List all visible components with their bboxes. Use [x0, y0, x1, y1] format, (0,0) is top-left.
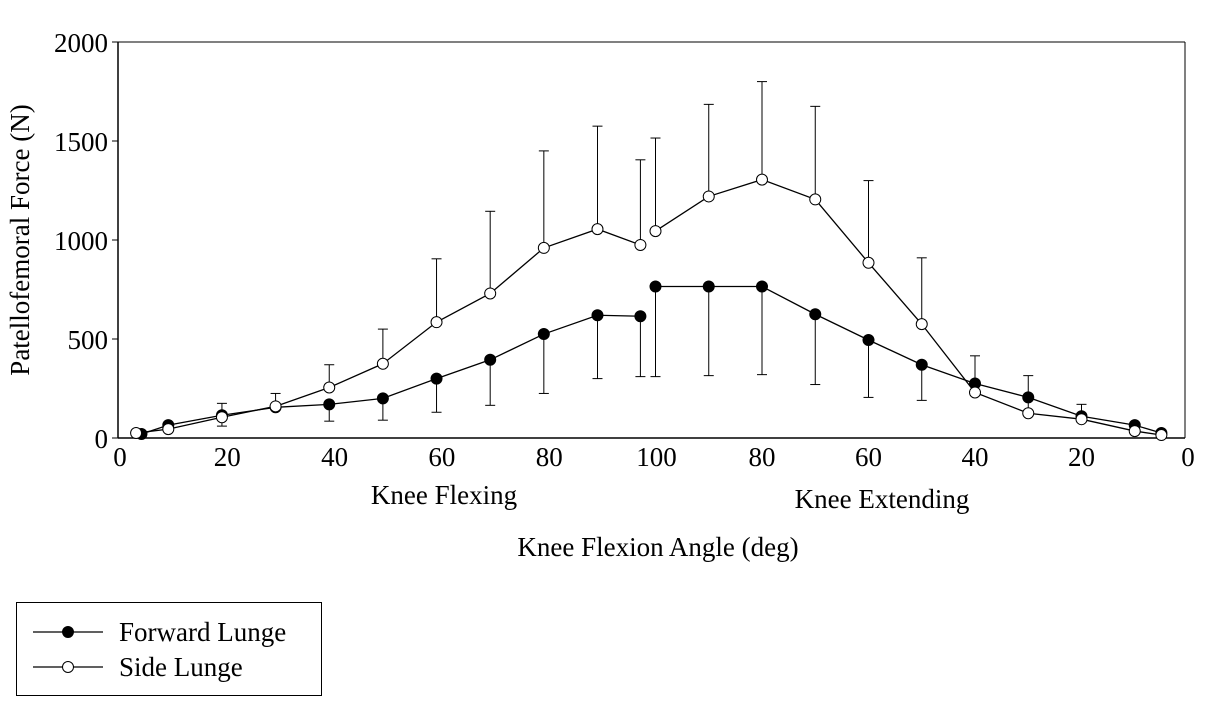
- phase-label-flexing: Knee Flexing: [371, 480, 517, 510]
- data-point: [756, 280, 768, 293]
- legend-label: Forward Lunge: [119, 616, 287, 647]
- y-tick-label: 0: [95, 424, 109, 454]
- y-axis-title: Patellofemoral Force (N): [5, 104, 35, 375]
- data-point: [269, 400, 282, 413]
- series-forward-lunge: [135, 280, 1168, 441]
- data-point: [591, 309, 604, 322]
- x-tick-label: 20: [214, 442, 241, 472]
- legend: Forward Lunge Side Lunge: [16, 602, 322, 696]
- data-point: [430, 372, 443, 385]
- legend-label: Side Lunge: [119, 651, 243, 682]
- data-point: [376, 392, 389, 405]
- axes: [117, 41, 1186, 439]
- y-axis-ticks: 0 500 1000 1500 2000: [54, 28, 118, 454]
- phase-label-extending: Knee Extending: [795, 484, 970, 514]
- data-point: [484, 287, 497, 300]
- x-tick-label: 40: [962, 442, 989, 472]
- x-axis-ticks: 0 20 40 60 80 100 80 60 40 20 0: [113, 442, 1195, 472]
- data-point: [809, 193, 822, 206]
- line-chart: 0 500 1000 1500 2000 0 20 40 60 80 100 80 60 40 20 0 P…: [5, 28, 1195, 562]
- data-point: [537, 241, 550, 254]
- data-point: [809, 308, 822, 321]
- x-axis-title: Knee Flexion Angle (deg): [517, 532, 798, 562]
- data-point: [969, 386, 981, 399]
- data-point: [591, 223, 604, 236]
- data-point: [634, 310, 647, 323]
- data-point: [376, 357, 389, 370]
- data-point: [537, 328, 550, 341]
- y-tick-label: 2000: [54, 28, 108, 58]
- x-tick-label: 0: [1181, 442, 1195, 472]
- data-point: [649, 280, 662, 293]
- x-tick-label: 100: [636, 442, 677, 472]
- data-point: [130, 427, 143, 440]
- x-tick-label: 0: [113, 442, 127, 472]
- x-tick-label: 20: [1068, 442, 1095, 472]
- x-tick-label: 80: [749, 442, 776, 472]
- data-point: [323, 398, 336, 411]
- data-point: [649, 225, 662, 238]
- data-point: [862, 333, 875, 346]
- data-point: [756, 173, 768, 186]
- data-point: [915, 318, 928, 331]
- data-point: [1155, 429, 1168, 442]
- data-point: [862, 256, 875, 269]
- y-tick-label: 1500: [54, 127, 108, 157]
- data-point: [702, 280, 715, 293]
- data-point: [1075, 413, 1088, 426]
- data-point: [484, 353, 497, 366]
- data-point: [915, 358, 928, 371]
- x-tick-label: 60: [428, 442, 455, 472]
- open-circle-marker-icon: [33, 661, 103, 673]
- series-layer: [130, 81, 1168, 442]
- series-line-extending: [655, 178, 1162, 436]
- y-tick-label: 1000: [54, 226, 108, 256]
- data-point: [215, 411, 228, 424]
- data-point: [323, 381, 336, 394]
- y-tick-label: 500: [68, 325, 109, 355]
- filled-circle-marker-icon: [33, 626, 103, 638]
- x-tick-label: 40: [321, 442, 348, 472]
- data-point: [1022, 407, 1035, 420]
- data-point: [162, 423, 175, 436]
- legend-item-forward-lunge: Forward Lunge: [31, 617, 286, 647]
- legend-item-side-lunge: Side Lunge: [31, 652, 243, 682]
- data-point: [1128, 425, 1141, 438]
- data-point: [430, 316, 443, 329]
- series-line-flexing: [136, 228, 641, 434]
- data-point: [634, 238, 647, 251]
- series-side-lunge: [130, 81, 1168, 442]
- x-tick-label: 80: [536, 442, 563, 472]
- x-tick-label: 60: [855, 442, 882, 472]
- data-point: [702, 190, 715, 203]
